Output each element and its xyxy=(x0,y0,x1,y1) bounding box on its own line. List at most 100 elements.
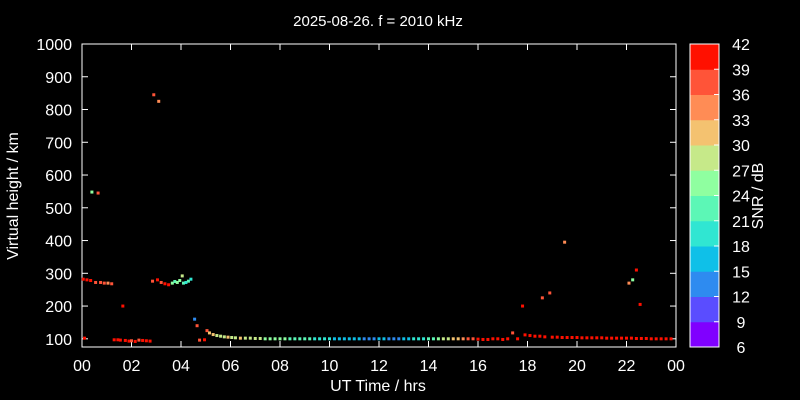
data-point xyxy=(141,338,145,342)
colorbar-tick-label: 36 xyxy=(732,88,750,105)
data-point xyxy=(521,304,525,308)
data-point xyxy=(570,336,574,340)
colorbar-segment xyxy=(690,170,719,196)
data-point xyxy=(605,336,609,340)
data-point xyxy=(81,277,85,281)
data-point xyxy=(397,337,401,341)
data-point xyxy=(456,337,460,341)
data-point xyxy=(362,337,366,341)
colorbar-tick-label: 27 xyxy=(732,163,750,180)
data-point xyxy=(318,337,322,341)
data-point xyxy=(157,99,161,103)
data-point xyxy=(94,280,98,284)
x-tick-label: 16 xyxy=(469,358,487,375)
data-point xyxy=(96,191,100,195)
colorbar-segment xyxy=(690,321,719,348)
data-point xyxy=(523,333,527,337)
data-point xyxy=(506,337,510,341)
data-point xyxy=(85,278,89,282)
x-tick-label: 18 xyxy=(519,358,537,375)
data-point xyxy=(550,335,554,339)
data-point xyxy=(159,280,163,284)
data-point xyxy=(155,278,159,282)
data-point xyxy=(110,282,114,286)
data-point xyxy=(121,304,125,308)
colorbar-segment xyxy=(690,296,719,323)
data-point xyxy=(238,336,242,340)
data-point xyxy=(387,337,391,341)
data-point xyxy=(123,338,127,342)
data-point xyxy=(634,336,638,340)
y-tick-label: 100 xyxy=(45,332,72,349)
data-point xyxy=(595,336,599,340)
data-point xyxy=(198,338,202,342)
chart-title: 2025-08-26. f = 2010 kHz xyxy=(293,13,463,30)
data-point xyxy=(148,339,152,343)
data-point xyxy=(118,338,122,342)
data-point xyxy=(585,336,589,340)
data-point xyxy=(620,336,624,340)
data-point xyxy=(486,337,490,341)
data-point xyxy=(203,338,207,342)
data-point xyxy=(610,336,614,340)
data-point xyxy=(382,337,386,341)
data-point xyxy=(328,337,331,341)
data-point xyxy=(644,336,648,340)
data-point xyxy=(180,274,184,278)
data-point xyxy=(481,337,485,341)
data-point xyxy=(543,335,547,339)
data-point xyxy=(222,335,226,339)
data-point xyxy=(195,324,199,328)
data-point xyxy=(664,337,668,341)
y-tick-label: 200 xyxy=(45,299,72,316)
data-point xyxy=(205,329,209,333)
y-tick-label: 300 xyxy=(45,266,72,283)
data-point xyxy=(226,335,230,339)
colorbar-segment xyxy=(690,145,719,171)
y-tick-label: 500 xyxy=(45,201,72,218)
data-point xyxy=(476,337,480,341)
data-point xyxy=(516,337,520,341)
y-tick-label: 700 xyxy=(45,135,72,152)
data-point xyxy=(436,337,440,341)
colorbar-tick-label: 39 xyxy=(732,62,750,79)
data-point xyxy=(163,282,167,286)
data-point xyxy=(137,338,141,342)
data-point xyxy=(112,338,116,342)
data-point xyxy=(402,337,406,341)
data-point xyxy=(639,336,643,340)
data-point xyxy=(511,331,515,335)
data-point xyxy=(258,336,262,340)
data-point xyxy=(116,338,120,342)
data-point xyxy=(243,336,247,340)
data-point xyxy=(555,335,559,339)
data-point xyxy=(441,337,445,341)
data-point xyxy=(268,337,272,341)
data-point xyxy=(392,337,396,341)
data-point xyxy=(600,336,604,340)
x-tick-label: 12 xyxy=(370,358,388,375)
data-point xyxy=(230,336,234,340)
data-point xyxy=(175,280,179,284)
colorbar-tick-label: 12 xyxy=(732,290,750,307)
data-point xyxy=(253,336,257,340)
data-point xyxy=(178,279,182,283)
data-point xyxy=(548,291,552,295)
data-point xyxy=(471,337,475,341)
data-point xyxy=(627,281,631,285)
x-tick-label: 04 xyxy=(172,358,190,375)
x-tick-label: 02 xyxy=(123,358,141,375)
data-point xyxy=(278,337,282,341)
colorbar-tick-label: 33 xyxy=(732,113,750,130)
data-point xyxy=(167,283,171,287)
data-point xyxy=(649,337,653,341)
data-point xyxy=(82,336,86,340)
data-point xyxy=(367,337,371,341)
data-point xyxy=(323,337,327,341)
data-point xyxy=(173,279,177,283)
data-point xyxy=(412,337,416,341)
data-point xyxy=(427,337,430,341)
